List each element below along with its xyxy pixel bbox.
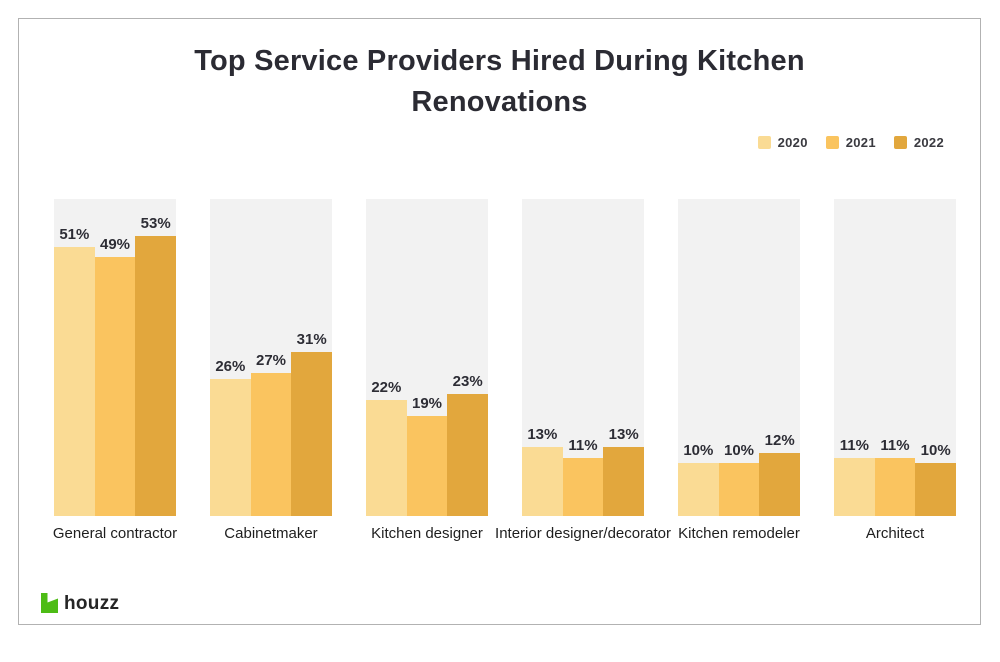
houzz-wordmark: houzz — [64, 593, 120, 614]
bar-value-label: 13% — [527, 426, 558, 443]
bar — [522, 447, 563, 516]
legend: 2020 2021 2022 — [19, 132, 944, 152]
bar-value-label: 23% — [452, 373, 483, 390]
bar — [210, 379, 251, 516]
houzz-logo-icon — [41, 593, 58, 613]
chart-title: Top Service Providers Hired During Kitch… — [194, 45, 805, 118]
bar-value-label: 11% — [880, 437, 910, 454]
bar — [915, 463, 957, 516]
bar — [54, 247, 95, 516]
bar-cell: 13% — [603, 426, 645, 516]
category-label: General contractor — [52, 525, 178, 542]
bar — [678, 463, 719, 516]
legend-label: 2020 — [777, 134, 808, 150]
bar-value-label: 19% — [411, 395, 443, 412]
bar-value-label: 10% — [920, 442, 951, 459]
bar-cell: 26% — [210, 358, 251, 516]
bar — [366, 400, 407, 516]
chart-group: 10% 10% 12% Kitchen remodeler — [678, 199, 801, 542]
bar-track: 22% 19% 23% — [366, 199, 489, 516]
bar — [406, 416, 448, 516]
bar — [562, 458, 604, 516]
bar — [135, 236, 177, 516]
bar-value-label: 12% — [764, 432, 795, 449]
bar — [94, 257, 136, 516]
bar — [603, 447, 645, 516]
legend-item: 2022 — [893, 134, 944, 150]
category-label: Architect — [834, 525, 956, 542]
footer-brand: houzz — [41, 593, 119, 613]
bar-value-label: 27% — [255, 352, 287, 369]
bar-cell: 13% — [522, 426, 563, 516]
bar-track: 26% 27% 31% — [210, 199, 333, 516]
bar-value-label: 22% — [371, 379, 402, 396]
bar-cell: 51% — [54, 226, 95, 516]
bar-cell: 11% — [874, 437, 916, 516]
chart-group: 11% 11% 10% Architect — [834, 199, 957, 542]
bar — [718, 463, 760, 516]
bar — [759, 453, 801, 516]
bar — [291, 352, 333, 516]
bar-value-label: 13% — [608, 426, 639, 443]
bar — [447, 394, 489, 516]
bar-track: 10% 10% 12% — [678, 199, 801, 516]
bar — [834, 458, 875, 516]
bar-cell: 11% — [562, 437, 604, 516]
category-label: Interior designer/decorator — [495, 525, 671, 542]
bar-value-label: 10% — [683, 442, 714, 459]
chart-group: 13% 11% 13% Interior designer/decorator — [495, 199, 671, 542]
legend-item: 2020 — [757, 134, 808, 150]
bar-value-label: 53% — [140, 215, 171, 232]
bar-cell: 22% — [366, 379, 407, 516]
bar-cell: 10% — [718, 442, 760, 516]
bar-track: 11% 11% 10% — [834, 199, 957, 516]
bar-value-label: 31% — [296, 331, 327, 348]
category-label: Kitchen remodeler — [678, 525, 800, 542]
bar-chart: 51% 49% 53% General contractor 26% 27% 31% Cabi… — [52, 199, 957, 542]
legend-label: 2021 — [845, 134, 876, 150]
category-label-text: Kitchen designer — [371, 525, 483, 542]
legend-item: 2021 — [825, 134, 876, 150]
bar-cell: 12% — [759, 432, 801, 516]
legend-swatch — [825, 135, 839, 149]
category-label-text: Interior designer/decorator — [495, 525, 671, 542]
bar-value-label: 11% — [568, 437, 598, 454]
bar-value-label: 26% — [215, 358, 246, 375]
category-label-text: Kitchen remodeler — [678, 525, 800, 542]
bar-cell: 31% — [291, 331, 333, 516]
bar-value-label: 10% — [723, 442, 755, 459]
bar-cell: 19% — [406, 395, 448, 516]
chart-group: 26% 27% 31% Cabinetmaker — [210, 199, 333, 542]
category-label-text: Cabinetmaker — [224, 525, 318, 542]
chart-frame: Top Service Providers Hired During Kitch… — [18, 18, 981, 625]
bar-cell: 53% — [135, 215, 177, 516]
bar-value-label: 49% — [99, 236, 131, 253]
bar-cell: 10% — [678, 442, 719, 516]
bar-value-label: 51% — [59, 226, 90, 243]
legend-label: 2022 — [913, 134, 944, 150]
legend-swatch — [757, 135, 771, 149]
bar-cell: 23% — [447, 373, 489, 516]
bar — [250, 373, 292, 516]
bar-track: 13% 11% 13% — [522, 199, 645, 516]
legend-swatch — [893, 135, 907, 149]
bar-cell: 11% — [834, 437, 875, 516]
chart-group: 22% 19% 23% Kitchen designer — [366, 199, 489, 542]
category-label: Kitchen designer — [366, 525, 488, 542]
bar-cell: 10% — [915, 442, 957, 516]
chart-group: 51% 49% 53% General contractor — [52, 199, 178, 542]
bar-cell: 49% — [94, 236, 136, 516]
category-label-text: Architect — [865, 525, 925, 542]
bar-value-label: 11% — [839, 437, 869, 454]
bar-track: 51% 49% 53% — [54, 199, 177, 516]
bar — [874, 458, 916, 516]
category-label-text: General contractor — [52, 525, 178, 542]
bar-cell: 27% — [250, 352, 292, 516]
category-label: Cabinetmaker — [210, 525, 332, 542]
